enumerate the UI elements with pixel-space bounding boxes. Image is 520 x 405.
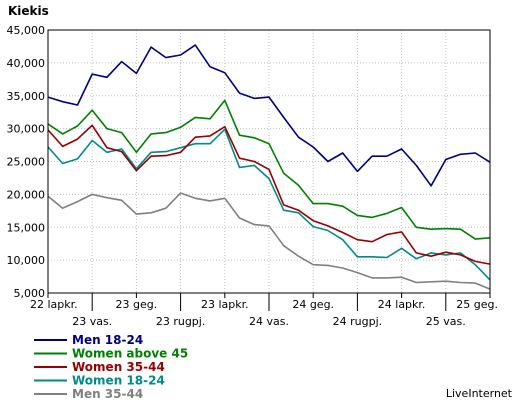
x-tick-label: 25 vas. (426, 315, 466, 328)
y-tick-label: 35,000 (7, 90, 46, 103)
y-tick-label: 45,000 (7, 24, 46, 37)
y-tick-label: 20,000 (7, 188, 46, 201)
y-tick-label: 40,000 (7, 57, 46, 70)
x-tick-label: 24 geg. (292, 298, 334, 311)
x-tick-label: 23 vas. (72, 315, 112, 328)
y-tick-label: 5,000 (14, 287, 46, 300)
x-tick-label: 24 lapkr. (378, 298, 426, 311)
series-line-men-35-44 (47, 192, 491, 290)
series-group (47, 44, 491, 290)
chart-title: Kiekis (8, 4, 49, 18)
series-line-women-18-24 (47, 128, 491, 281)
legend-label: Women 35-44 (72, 360, 165, 374)
series-line-women-above-45 (47, 99, 491, 240)
x-axis: 22 lapkr. 23 vas. 23 geg. 23 rugpj. 23 lapkr… (30, 293, 498, 328)
x-tick-label: 24 rugpj. (333, 315, 383, 328)
y-tick-label: 30,000 (7, 123, 46, 136)
legend-label: Men 35-44 (72, 387, 143, 401)
x-tick-label: 24 vas. (249, 315, 289, 328)
x-tick-label: 23 lapkr. (201, 298, 249, 311)
y-tick-label: 10,000 (7, 254, 46, 267)
x-tick-label: 23 geg. (116, 298, 158, 311)
x-tick-label: 23 rugpj. (156, 315, 206, 328)
legend-label: Men 18-24 (72, 333, 143, 347)
series-line-men-18-24 (47, 44, 491, 187)
y-axis: 5,000 10,000 15,000 20,000 25,000 30,000 35,00… (7, 24, 46, 300)
x-tick-label: 25 geg. (456, 298, 498, 311)
series-line-women-35-44 (47, 124, 491, 265)
y-tick-label: 15,000 (7, 221, 46, 234)
legend-label: Women 18-24 (72, 374, 165, 388)
x-tick-label: 22 lapkr. (30, 298, 78, 311)
y-tick-label: 25,000 (7, 156, 46, 169)
legend-label: Women above 45 (72, 347, 188, 361)
brand-label: LiveInternet (446, 387, 513, 400)
